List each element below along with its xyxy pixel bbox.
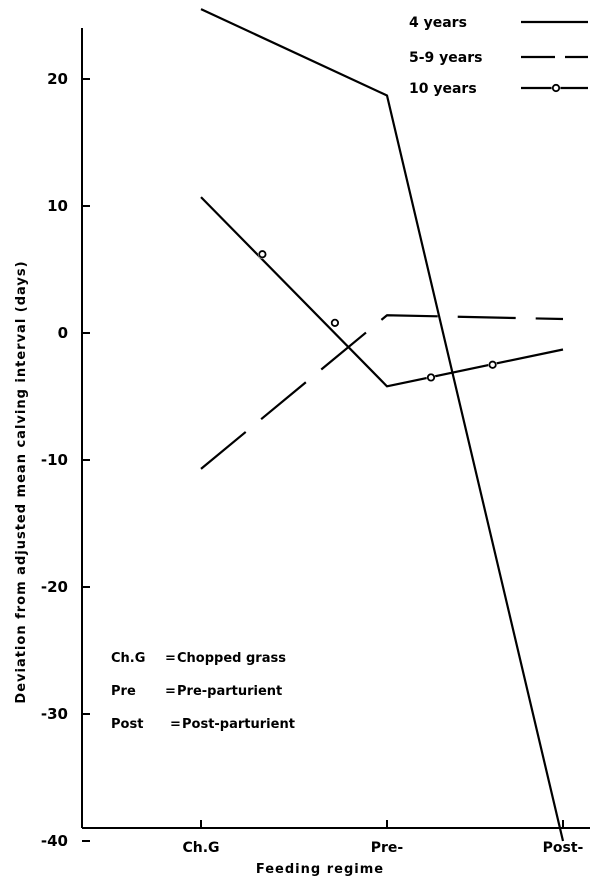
note-separator: =: [165, 684, 176, 699]
x-axis-label: Feeding regime: [256, 862, 384, 877]
note-key: Post: [111, 717, 143, 732]
series-marker: [488, 360, 497, 369]
legend-label: 10 years: [409, 81, 477, 97]
legend-marker: [551, 83, 561, 93]
note-value: Post-parturient: [182, 717, 295, 732]
note-key: Ch.G: [111, 651, 145, 666]
legend: 4 years 5-9 years 10 years: [409, 15, 588, 97]
note-separator: =: [170, 717, 181, 732]
legend-label: 4 years: [409, 15, 467, 31]
series-marker: [258, 250, 267, 259]
axes: [81, 28, 590, 829]
note-value: Chopped grass: [177, 651, 286, 666]
series-marker: [426, 373, 436, 382]
y-tick-label: 20: [47, 70, 68, 88]
y-tick-label: -10: [41, 451, 68, 469]
y-axis-label: Deviation from adjusted mean calving int…: [14, 260, 29, 703]
legend-label: 5-9 years: [409, 50, 482, 66]
series-line-1: [200, 8, 565, 842]
y-tick-label: 10: [47, 197, 68, 215]
note-value: Pre-parturient: [177, 684, 282, 699]
y-tick-label: 0: [58, 324, 68, 342]
y-ticks: 20 10 0 -10 -20 -30 -40: [41, 70, 90, 850]
y-tick-label: -30: [41, 705, 68, 723]
x-ticks: Ch.G Pre- Post-: [182, 820, 584, 856]
series-layer: [200, 8, 565, 842]
x-tick-label: Pre-: [371, 840, 404, 856]
note-separator: =: [165, 651, 176, 666]
note-key: Pre: [111, 684, 136, 699]
y-tick-label: -20: [41, 578, 68, 596]
y-tick-label: -40: [41, 832, 68, 850]
x-tick-label: Post-: [543, 840, 584, 856]
series-line-2: [200, 314, 564, 470]
x-tick-label: Ch.G: [182, 840, 219, 856]
series-line-3: [200, 196, 564, 388]
series-marker: [330, 318, 340, 327]
